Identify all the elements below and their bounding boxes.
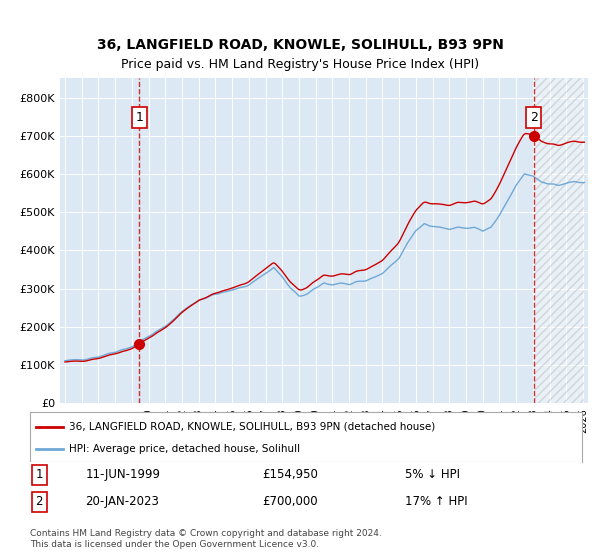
Text: Contains HM Land Registry data © Crown copyright and database right 2024.
This d: Contains HM Land Registry data © Crown c… bbox=[30, 529, 382, 549]
Text: £700,000: £700,000 bbox=[262, 496, 317, 508]
Text: 1: 1 bbox=[135, 111, 143, 124]
Text: 11-JUN-1999: 11-JUN-1999 bbox=[85, 468, 160, 482]
Text: Price paid vs. HM Land Registry's House Price Index (HPI): Price paid vs. HM Land Registry's House … bbox=[121, 58, 479, 71]
Text: 17% ↑ HPI: 17% ↑ HPI bbox=[406, 496, 468, 508]
Text: 2: 2 bbox=[35, 496, 43, 508]
Text: HPI: Average price, detached house, Solihull: HPI: Average price, detached house, Soli… bbox=[68, 445, 300, 454]
Text: 36, LANGFIELD ROAD, KNOWLE, SOLIHULL, B93 9PN: 36, LANGFIELD ROAD, KNOWLE, SOLIHULL, B9… bbox=[97, 38, 503, 52]
Text: 36, LANGFIELD ROAD, KNOWLE, SOLIHULL, B93 9PN (detached house): 36, LANGFIELD ROAD, KNOWLE, SOLIHULL, B9… bbox=[68, 422, 435, 432]
Text: 2: 2 bbox=[530, 111, 538, 124]
Text: 1: 1 bbox=[35, 468, 43, 482]
Text: £154,950: £154,950 bbox=[262, 468, 318, 482]
Text: 5% ↓ HPI: 5% ↓ HPI bbox=[406, 468, 460, 482]
Text: 20-JAN-2023: 20-JAN-2023 bbox=[85, 496, 159, 508]
